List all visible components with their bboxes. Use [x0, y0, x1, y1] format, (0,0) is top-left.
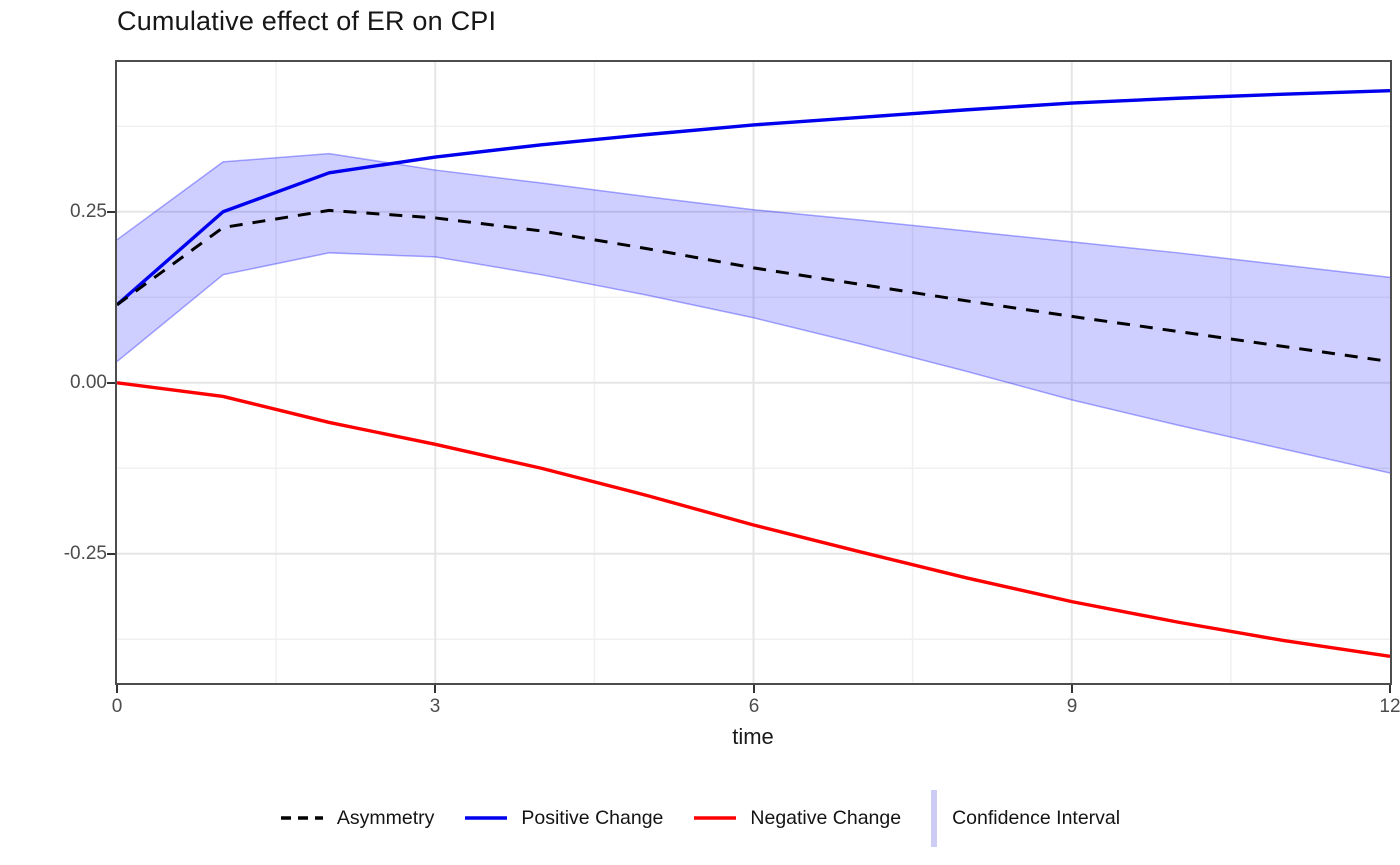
legend-label: Asymmetry — [336, 806, 435, 829]
x-tick — [753, 685, 755, 693]
x-tick — [1071, 685, 1073, 693]
ci-ribbon — [117, 153, 1390, 474]
x-axis-title: time — [732, 724, 774, 749]
x-tick — [434, 685, 436, 693]
x-tick — [116, 685, 118, 693]
y-tick-label: 0.25 — [70, 201, 107, 222]
series-line-negative-change — [117, 381, 1390, 659]
series-line-asymmetry — [117, 208, 1390, 364]
y-tick — [107, 382, 115, 384]
ci-ribbon-upper-edge — [117, 152, 1390, 279]
x-tick-label: 3 — [429, 696, 441, 717]
series-line-positive-change — [117, 89, 1390, 307]
legend-label: Positive Change — [521, 806, 664, 829]
ci-ribbon-lower-edge — [117, 252, 1390, 474]
plot-svg — [117, 62, 1390, 683]
y-tick — [107, 211, 115, 213]
legend-label: Confidence Interval — [952, 806, 1121, 829]
legend-item-negative-change: Negative Change — [693, 807, 901, 830]
legend-item-asymmetry: Asymmetry — [280, 806, 435, 830]
x-tick-label: 12 — [1379, 696, 1400, 717]
chart-title: Cumulative effect of ER on CPI — [117, 6, 497, 36]
legend-label: Negative Change — [750, 806, 902, 829]
x-tick-label: 6 — [748, 696, 760, 717]
dashed-line-key-icon — [280, 816, 323, 820]
x-tick — [1389, 685, 1391, 693]
legend-item-positive-change: Positive Change — [464, 807, 663, 830]
y-tick-label: 0.00 — [70, 372, 107, 393]
x-tick-label: 0 — [111, 696, 123, 717]
y-tick — [107, 553, 115, 555]
legend-item-confidence-interval: Confidence Interval — [931, 789, 1121, 847]
plot-panel — [115, 60, 1392, 685]
ribbon-key-icon — [931, 789, 938, 847]
legend: Asymmetry Positive Change Negative Chang… — [0, 786, 1400, 850]
solid-line-key-icon — [465, 816, 508, 820]
y-tick-label: -0.25 — [63, 543, 107, 564]
solid-line-key-icon — [694, 816, 737, 820]
x-tick-label: 9 — [1066, 696, 1078, 717]
